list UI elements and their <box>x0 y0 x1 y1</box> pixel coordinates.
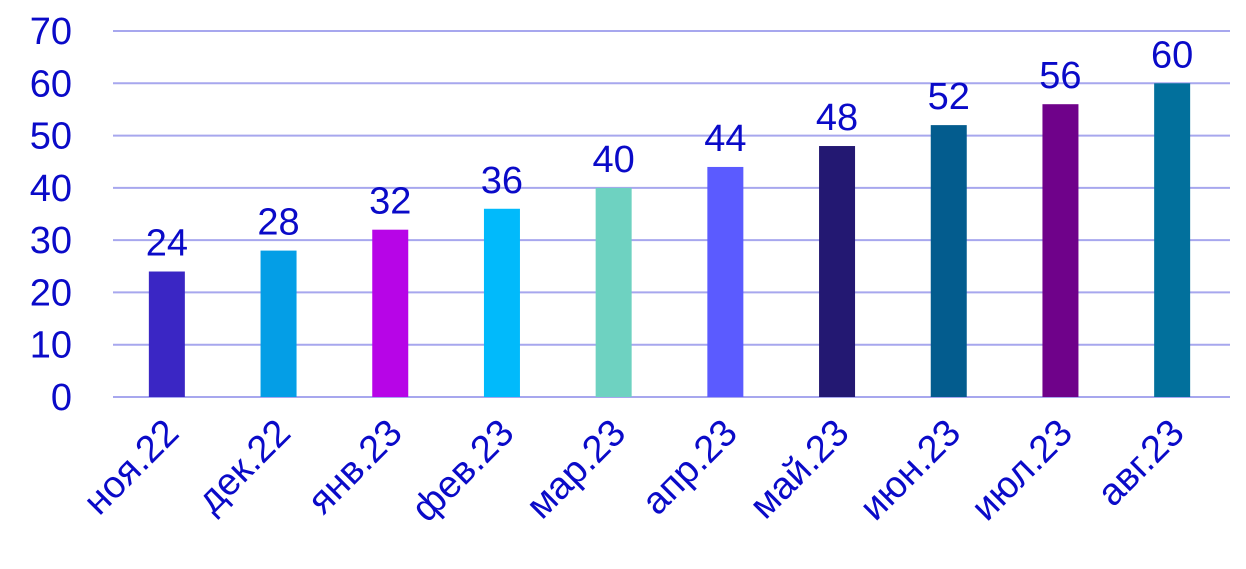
data-label: 40 <box>593 139 635 181</box>
y-tick-label: 20 <box>30 272 72 314</box>
bar-8 <box>1042 104 1079 397</box>
bar-9 <box>1154 83 1191 398</box>
data-label: 60 <box>1151 34 1193 76</box>
data-label: 48 <box>816 97 858 139</box>
x-tick-label: янв.23 <box>300 412 411 523</box>
data-label: 32 <box>369 181 411 223</box>
y-tick-label: 60 <box>30 63 72 105</box>
y-tick-label: 40 <box>30 168 72 210</box>
x-tick-label: июл.23 <box>964 412 1081 529</box>
x-tick-label: дек.22 <box>189 412 298 521</box>
y-axis-tick-labels: 0 10 20 30 40 50 60 70 <box>30 11 72 419</box>
x-tick-label: авг.23 <box>1090 412 1193 515</box>
x-tick-label: май.23 <box>742 412 857 527</box>
data-label: 28 <box>257 202 299 244</box>
data-label: 56 <box>1039 55 1081 97</box>
x-tick-label: апр.23 <box>634 412 745 523</box>
x-tick-label: фев.23 <box>404 412 522 530</box>
data-label: 52 <box>928 76 970 118</box>
bar-0 <box>148 271 185 397</box>
bar-1 <box>260 250 297 397</box>
x-tick-label: июн.23 <box>852 412 969 529</box>
y-tick-label: 70 <box>30 11 72 53</box>
y-tick-label: 0 <box>51 377 72 419</box>
bars <box>148 83 1191 398</box>
data-label: 36 <box>481 160 523 202</box>
data-label: 24 <box>146 223 188 265</box>
bar-7 <box>930 125 967 397</box>
data-label: 44 <box>704 118 746 160</box>
y-tick-label: 30 <box>30 220 72 262</box>
bar-5 <box>707 166 744 397</box>
y-tick-label: 50 <box>30 116 72 158</box>
y-tick-label: 10 <box>30 325 72 367</box>
gridlines <box>113 30 1230 398</box>
bar-6 <box>819 146 856 397</box>
bar-2 <box>372 229 409 397</box>
bar-3 <box>483 208 520 397</box>
bar-4 <box>595 187 632 397</box>
x-tick-label: мар.23 <box>519 412 634 527</box>
x-tick-label: ноя.22 <box>76 412 187 523</box>
data-labels: 24 28 32 36 40 44 48 52 56 60 <box>146 34 1194 264</box>
